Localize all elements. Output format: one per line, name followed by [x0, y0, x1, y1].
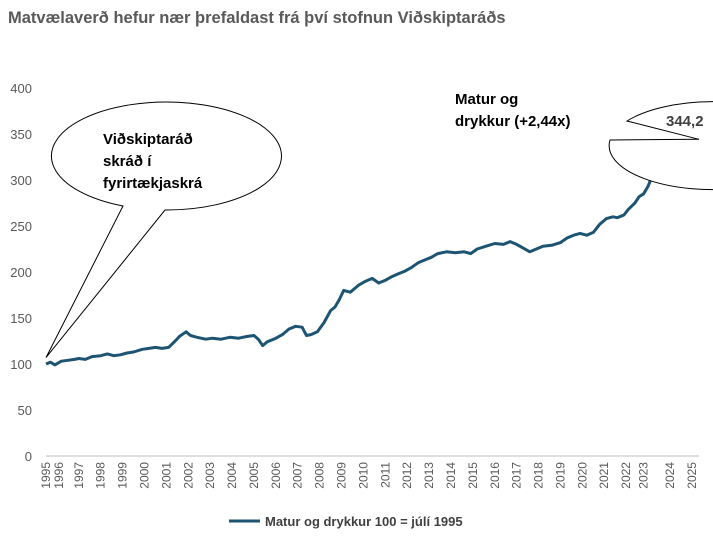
y-tick-label: 400	[10, 81, 32, 96]
callout-bubble	[608, 101, 713, 191]
x-tick-label: 2005	[247, 462, 261, 489]
callout-line: drykkur (+2,44x)	[455, 113, 570, 130]
y-tick-label: 250	[10, 219, 32, 234]
y-tick-label: 350	[10, 127, 32, 142]
y-tick-label: 50	[18, 403, 32, 418]
x-tick-label: 2001	[159, 462, 173, 489]
x-tick-label: 2003	[203, 462, 217, 489]
x-tick-label: 1998	[94, 462, 108, 489]
x-tick-label: 2024	[663, 462, 677, 489]
callout-matur-og-drykkur: Matur og drykkur (+2,44x)	[455, 91, 713, 191]
x-tick-label: 2018	[532, 462, 546, 489]
x-tick-label: 2007	[291, 462, 305, 489]
callout-line: Viðskiptaráð	[103, 131, 193, 148]
x-tick-label: 2012	[400, 462, 414, 489]
chart-title: Matvælaverð hefur nær þrefaldast frá því…	[8, 9, 506, 27]
x-tick-label: 1995	[39, 462, 53, 489]
end-value-label: 344,2	[666, 113, 704, 130]
x-tick-label: 2022	[619, 462, 633, 489]
x-tick-label: 2014	[444, 462, 458, 489]
legend-label: Matur og drykkur 100 = júlí 1995	[265, 514, 463, 529]
x-tick-label: 2025	[685, 462, 699, 489]
x-tick-label: 2004	[225, 462, 239, 489]
x-axis: 1995 1996 1997 1998 1999 2000 2001 2002 2003 2004…	[39, 462, 699, 489]
x-tick-label: 2019	[553, 462, 567, 489]
x-tick-label: 2010	[356, 462, 370, 489]
x-tick-label: 2000	[138, 462, 152, 489]
y-tick-label: 300	[10, 173, 32, 188]
y-axis: 0 50 100 150 200 250 300 350 400	[10, 81, 32, 464]
callout-line: skráð í	[103, 153, 152, 170]
x-tick-label: 2002	[181, 462, 195, 489]
y-tick-label: 200	[10, 265, 32, 280]
callout-bubble	[45, 101, 282, 358]
x-tick-label: 2006	[269, 462, 283, 489]
x-tick-label: 2023	[637, 462, 651, 489]
x-tick-label: 1999	[116, 462, 130, 489]
callout-line: Matur og	[455, 91, 518, 108]
y-tick-label: 150	[10, 311, 32, 326]
callout-line: fyrirtækjaskrá	[103, 175, 203, 192]
x-tick-label: 2017	[510, 462, 524, 489]
y-tick-label: 100	[10, 357, 32, 372]
x-tick-label: 2015	[466, 462, 480, 489]
x-tick-label: 2016	[488, 462, 502, 489]
x-tick-label: 2008	[313, 462, 327, 489]
x-tick-label: 2011	[378, 462, 392, 488]
x-tick-label: 2020	[575, 462, 589, 489]
x-tick-label: 1997	[72, 462, 86, 489]
legend: Matur og drykkur 100 = júlí 1995	[229, 514, 463, 529]
y-tick-label: 0	[25, 449, 32, 464]
series-line-matur-og-drykkur	[45, 138, 700, 367]
x-tick-label: 2021	[597, 462, 611, 489]
callout-vidskiptarad: Viðskiptaráð skráð í fyrirtækjaskrá	[45, 101, 282, 358]
x-tick-label: 2013	[422, 462, 436, 489]
x-tick-label: 1996	[52, 462, 66, 489]
x-tick-label: 2009	[335, 462, 349, 489]
